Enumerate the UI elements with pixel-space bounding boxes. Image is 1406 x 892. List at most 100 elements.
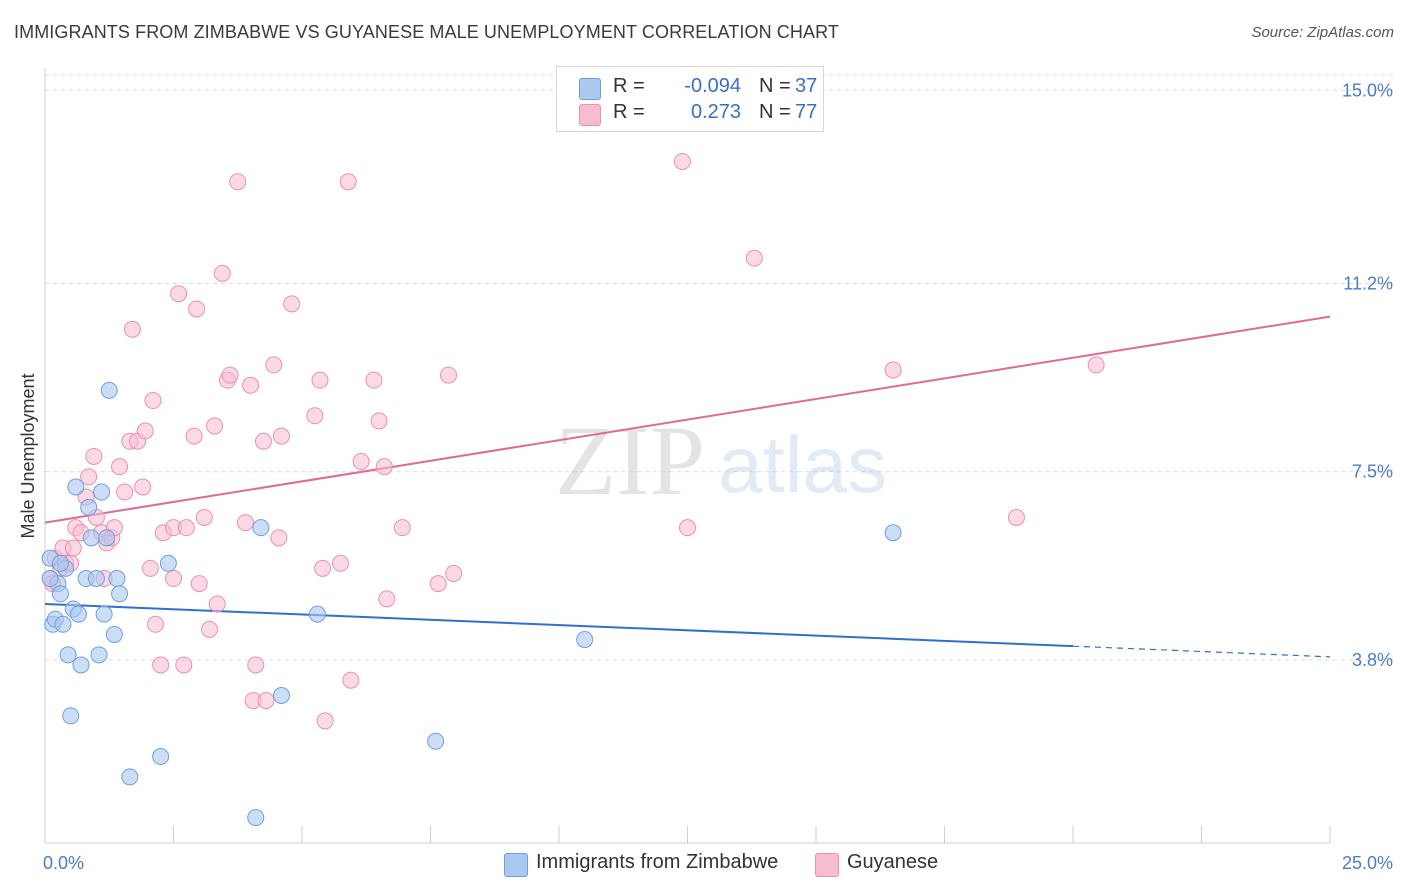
bottom-legend-swatch-zimbabwe — [504, 853, 528, 877]
legend-swatch-zimbabwe — [579, 78, 601, 100]
y-tick-label: 3.8% — [1352, 650, 1393, 670]
legend-n-label: N = — [759, 101, 791, 123]
y-tick-label: 7.5% — [1352, 462, 1393, 482]
guyanese-point — [175, 656, 193, 674]
guyanese-trend-line — [44, 315, 1331, 524]
guyanese-point — [147, 615, 165, 633]
guyanese-point — [190, 575, 208, 593]
zimbabwe-point — [51, 585, 69, 603]
zimbabwe-point — [95, 605, 113, 623]
legend-r-value: -0.094 — [684, 75, 741, 97]
guyanese-point — [445, 564, 463, 582]
zimbabwe-point — [427, 732, 445, 750]
zimbabwe-point — [90, 646, 108, 664]
zimbabwe-point — [93, 483, 111, 501]
guyanese-point — [177, 519, 195, 537]
legend-n-value: 37 — [795, 75, 818, 97]
y-tick-label: 15.0% — [1342, 80, 1393, 100]
zimbabwe-point — [121, 768, 139, 786]
guyanese-point — [206, 417, 224, 435]
zimbabwe-point — [159, 554, 177, 572]
tick-labels: 3.8% 7.5% 11.2% 15.0% 0.0% 25.0% — [43, 80, 1393, 873]
zimbabwe-point — [69, 605, 87, 623]
legend-swatch-guyanese — [579, 104, 601, 126]
guyanese-point — [247, 656, 265, 674]
bottom-legend-swatch-guyanese — [815, 853, 839, 877]
guyanese-point — [439, 366, 457, 384]
zimbabwe-point — [72, 656, 90, 674]
guyanese-point — [170, 285, 188, 303]
guyanese-point — [283, 295, 301, 313]
guyanese-point — [221, 366, 239, 384]
bottom-legend-label: Immigrants from Zimbabwe — [536, 851, 779, 873]
zimbabwe-point — [82, 529, 100, 547]
y-tick-label: 11.2% — [1343, 274, 1393, 294]
legend-n-label: N = — [759, 75, 791, 97]
guyanese-point — [111, 458, 129, 476]
zimbabwe-point — [87, 570, 105, 588]
zimbabwe-point — [59, 646, 77, 664]
guyanese-point — [123, 320, 141, 338]
guyanese-point — [745, 249, 763, 267]
guyanese-point — [316, 712, 334, 730]
grid-lines — [45, 74, 1393, 661]
guyanese-point — [352, 453, 370, 471]
correlation-legend: R = -0.094 N = 37 R = 0.273 N = 77 — [556, 66, 824, 132]
legend-r-label: R = — [613, 75, 645, 97]
guyanese-point — [1007, 508, 1025, 526]
zimbabwe-point — [111, 585, 129, 603]
guyanese-point — [195, 508, 213, 526]
guyanese-point — [884, 361, 902, 379]
guyanese-point — [188, 300, 206, 318]
guyanese-point — [64, 539, 82, 557]
zimbabwe-point — [62, 707, 80, 725]
guyanese-point — [393, 519, 411, 537]
guyanese-point — [141, 559, 159, 577]
guyanese-point — [116, 483, 134, 501]
guyanese-point — [165, 570, 182, 588]
x-tick-label: 25.0% — [1342, 853, 1393, 873]
legend-r-value: 0.273 — [690, 101, 741, 123]
guyanese-point — [242, 376, 260, 394]
guyanese-point — [265, 356, 283, 374]
chart-title: IMMIGRANTS FROM ZIMBABWE VS GUYANESE MAL… — [14, 22, 839, 42]
zimbabwe-point — [152, 748, 170, 766]
zimbabwe-point — [54, 615, 72, 633]
guyanese-point — [375, 458, 393, 476]
guyanese-point — [152, 656, 170, 674]
guyanese-point — [134, 478, 152, 496]
zimbabwe-point — [80, 498, 98, 516]
guyanese-point — [314, 559, 332, 577]
zimbabwe-point — [884, 524, 902, 542]
guyanese-point — [429, 575, 447, 593]
guyanese-point — [339, 173, 357, 191]
guyanese-point — [257, 692, 275, 710]
guyanese-point — [679, 519, 696, 537]
zimbabwe-trend-extension — [1072, 645, 1331, 658]
guyanese-point — [200, 620, 218, 638]
guyanese-point — [185, 427, 203, 445]
legend-r-label: R = — [613, 101, 645, 123]
zimbabwe-point — [105, 625, 123, 643]
guyanese-point — [144, 392, 162, 410]
guyanese-point — [236, 514, 254, 532]
guyanese-point — [1087, 356, 1105, 374]
x-tick-label: 0.0% — [43, 853, 84, 873]
guyanese-point — [673, 152, 691, 170]
guyanese-point — [365, 371, 383, 389]
zimbabwe-point — [576, 631, 594, 649]
zimbabwe-point — [51, 554, 69, 572]
guyanese-point — [370, 412, 388, 430]
y-axis-label: Male Unemployment — [18, 373, 38, 538]
zimbabwe-trend-line — [44, 602, 1074, 648]
zimbabwe-point — [98, 529, 116, 547]
zimbabwe-point — [100, 381, 118, 399]
zimbabwe-point — [41, 570, 59, 588]
zimbabwe-point — [67, 478, 85, 496]
guyanese-point — [311, 371, 329, 389]
guyanese-point — [332, 554, 350, 572]
guyanese-point — [136, 422, 154, 440]
guyanese-point — [213, 264, 231, 282]
source-credit: Source: ZipAtlas.com — [1251, 24, 1394, 41]
